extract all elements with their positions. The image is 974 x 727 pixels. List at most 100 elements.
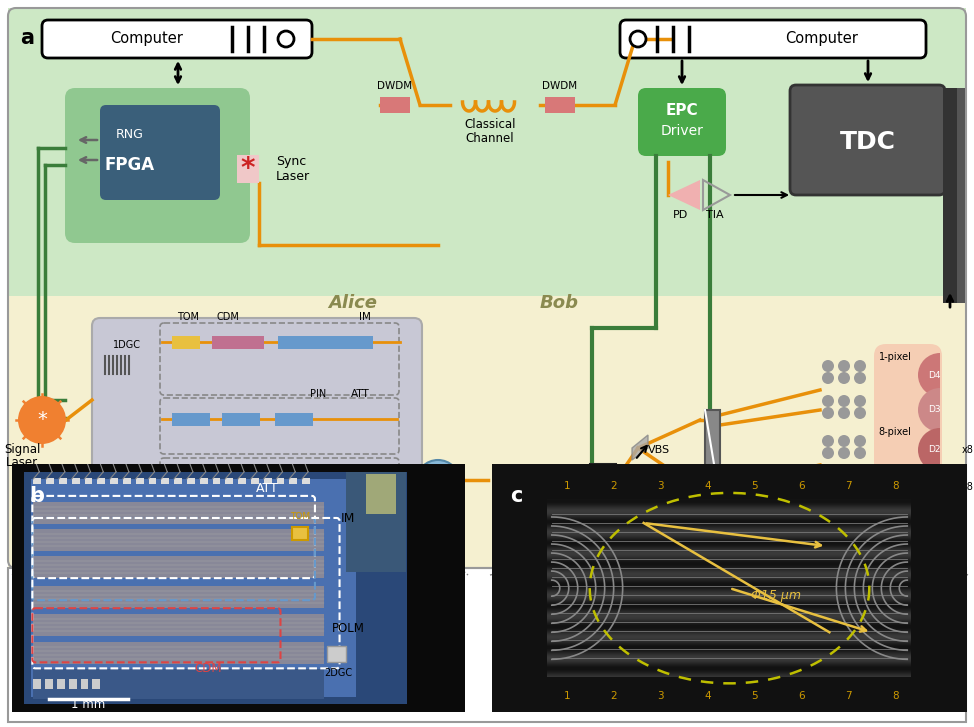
Text: 4: 4 [704, 481, 711, 491]
Text: 2DGC: 2DGC [328, 510, 356, 520]
Text: x8: x8 [962, 482, 974, 492]
Bar [326, 646, 347, 662]
Text: ATT: ATT [256, 482, 280, 495]
Bar [8, 568, 966, 722]
FancyBboxPatch shape [92, 318, 422, 536]
Text: Driver: Driver [660, 124, 703, 138]
Bar [85, 478, 93, 484]
Text: 1 mm: 1 mm [71, 699, 105, 712]
Bar [33, 679, 41, 689]
Wedge shape [918, 388, 940, 432]
Text: Bob: Bob [540, 294, 579, 312]
Bar [162, 478, 169, 484]
Bar [172, 413, 210, 426]
FancyBboxPatch shape [638, 88, 726, 156]
Bar [8, 296, 966, 568]
Circle shape [838, 435, 850, 447]
Text: 3: 3 [657, 481, 664, 491]
Circle shape [854, 395, 866, 407]
Bar [212, 472, 264, 485]
Bar [222, 413, 260, 426]
Text: IM: IM [359, 312, 371, 322]
Text: 3: 3 [657, 691, 664, 702]
Text: Laser: Laser [6, 456, 38, 469]
Text: POLM: POLM [182, 510, 211, 520]
Text: PBS: PBS [702, 502, 722, 512]
Bar [33, 642, 323, 664]
Text: 1DGC: 1DGC [113, 340, 141, 350]
FancyBboxPatch shape [874, 344, 942, 574]
Bar [943, 95, 957, 109]
Bar [135, 478, 143, 484]
Circle shape [854, 407, 866, 419]
Text: b: b [29, 486, 45, 506]
Bar [172, 336, 200, 349]
Circle shape [822, 407, 834, 419]
Bar [492, 464, 967, 499]
FancyBboxPatch shape [100, 105, 220, 200]
Circle shape [854, 360, 866, 372]
Circle shape [854, 472, 866, 484]
Polygon shape [632, 435, 648, 460]
Bar [492, 499, 546, 678]
Text: TDC: TDC [840, 130, 896, 154]
Circle shape [630, 31, 646, 47]
Text: ATT: ATT [351, 389, 369, 399]
Wedge shape [918, 465, 940, 509]
Text: c: c [509, 486, 522, 506]
Text: 7: 7 [845, 691, 851, 702]
Bar [123, 478, 131, 484]
FancyBboxPatch shape [42, 20, 312, 58]
Text: Channel: Channel [466, 132, 514, 145]
Text: EPC: EPC [665, 103, 698, 118]
Bar [81, 679, 89, 689]
Bar [59, 478, 67, 484]
Circle shape [822, 447, 834, 459]
Bar [943, 115, 957, 129]
Text: 2: 2 [611, 691, 617, 702]
Bar [943, 88, 957, 303]
Bar [366, 474, 395, 514]
Text: PC: PC [768, 502, 782, 512]
Polygon shape [668, 180, 700, 210]
Circle shape [822, 395, 834, 407]
Bar [57, 679, 65, 689]
Bar [943, 155, 957, 169]
Circle shape [822, 372, 834, 384]
Bar [33, 529, 323, 551]
Bar [492, 678, 967, 712]
Text: PD: PD [672, 210, 688, 220]
Bar [957, 88, 965, 303]
Text: TOM: TOM [290, 512, 311, 521]
Bar [912, 499, 967, 678]
Text: a: a [20, 28, 34, 48]
Bar [172, 472, 200, 485]
Text: Computer: Computer [110, 31, 183, 47]
Bar [8, 8, 966, 296]
Text: DWDM: DWDM [543, 81, 578, 91]
Bar [72, 478, 80, 484]
Text: D2: D2 [928, 446, 940, 454]
Text: 6: 6 [798, 691, 805, 702]
Text: 5: 5 [751, 481, 758, 491]
Circle shape [854, 447, 866, 459]
Text: 1-pixel: 1-pixel [879, 352, 912, 362]
Text: TOM: TOM [177, 312, 199, 322]
Bar [33, 614, 323, 636]
Text: IM: IM [341, 512, 356, 525]
Wedge shape [918, 428, 940, 472]
Bar [69, 679, 77, 689]
Text: Laser: Laser [276, 169, 310, 182]
Bar [278, 336, 373, 349]
Polygon shape [330, 470, 354, 494]
Bar [264, 478, 272, 484]
Bar [23, 472, 407, 704]
Text: TIA: TIA [706, 210, 724, 220]
Text: Sync: Sync [276, 155, 306, 167]
Circle shape [838, 447, 850, 459]
Bar [545, 97, 575, 113]
Text: CDM: CDM [195, 662, 222, 675]
Circle shape [838, 372, 850, 384]
Text: FPGA: FPGA [105, 156, 155, 174]
Bar [33, 478, 41, 484]
